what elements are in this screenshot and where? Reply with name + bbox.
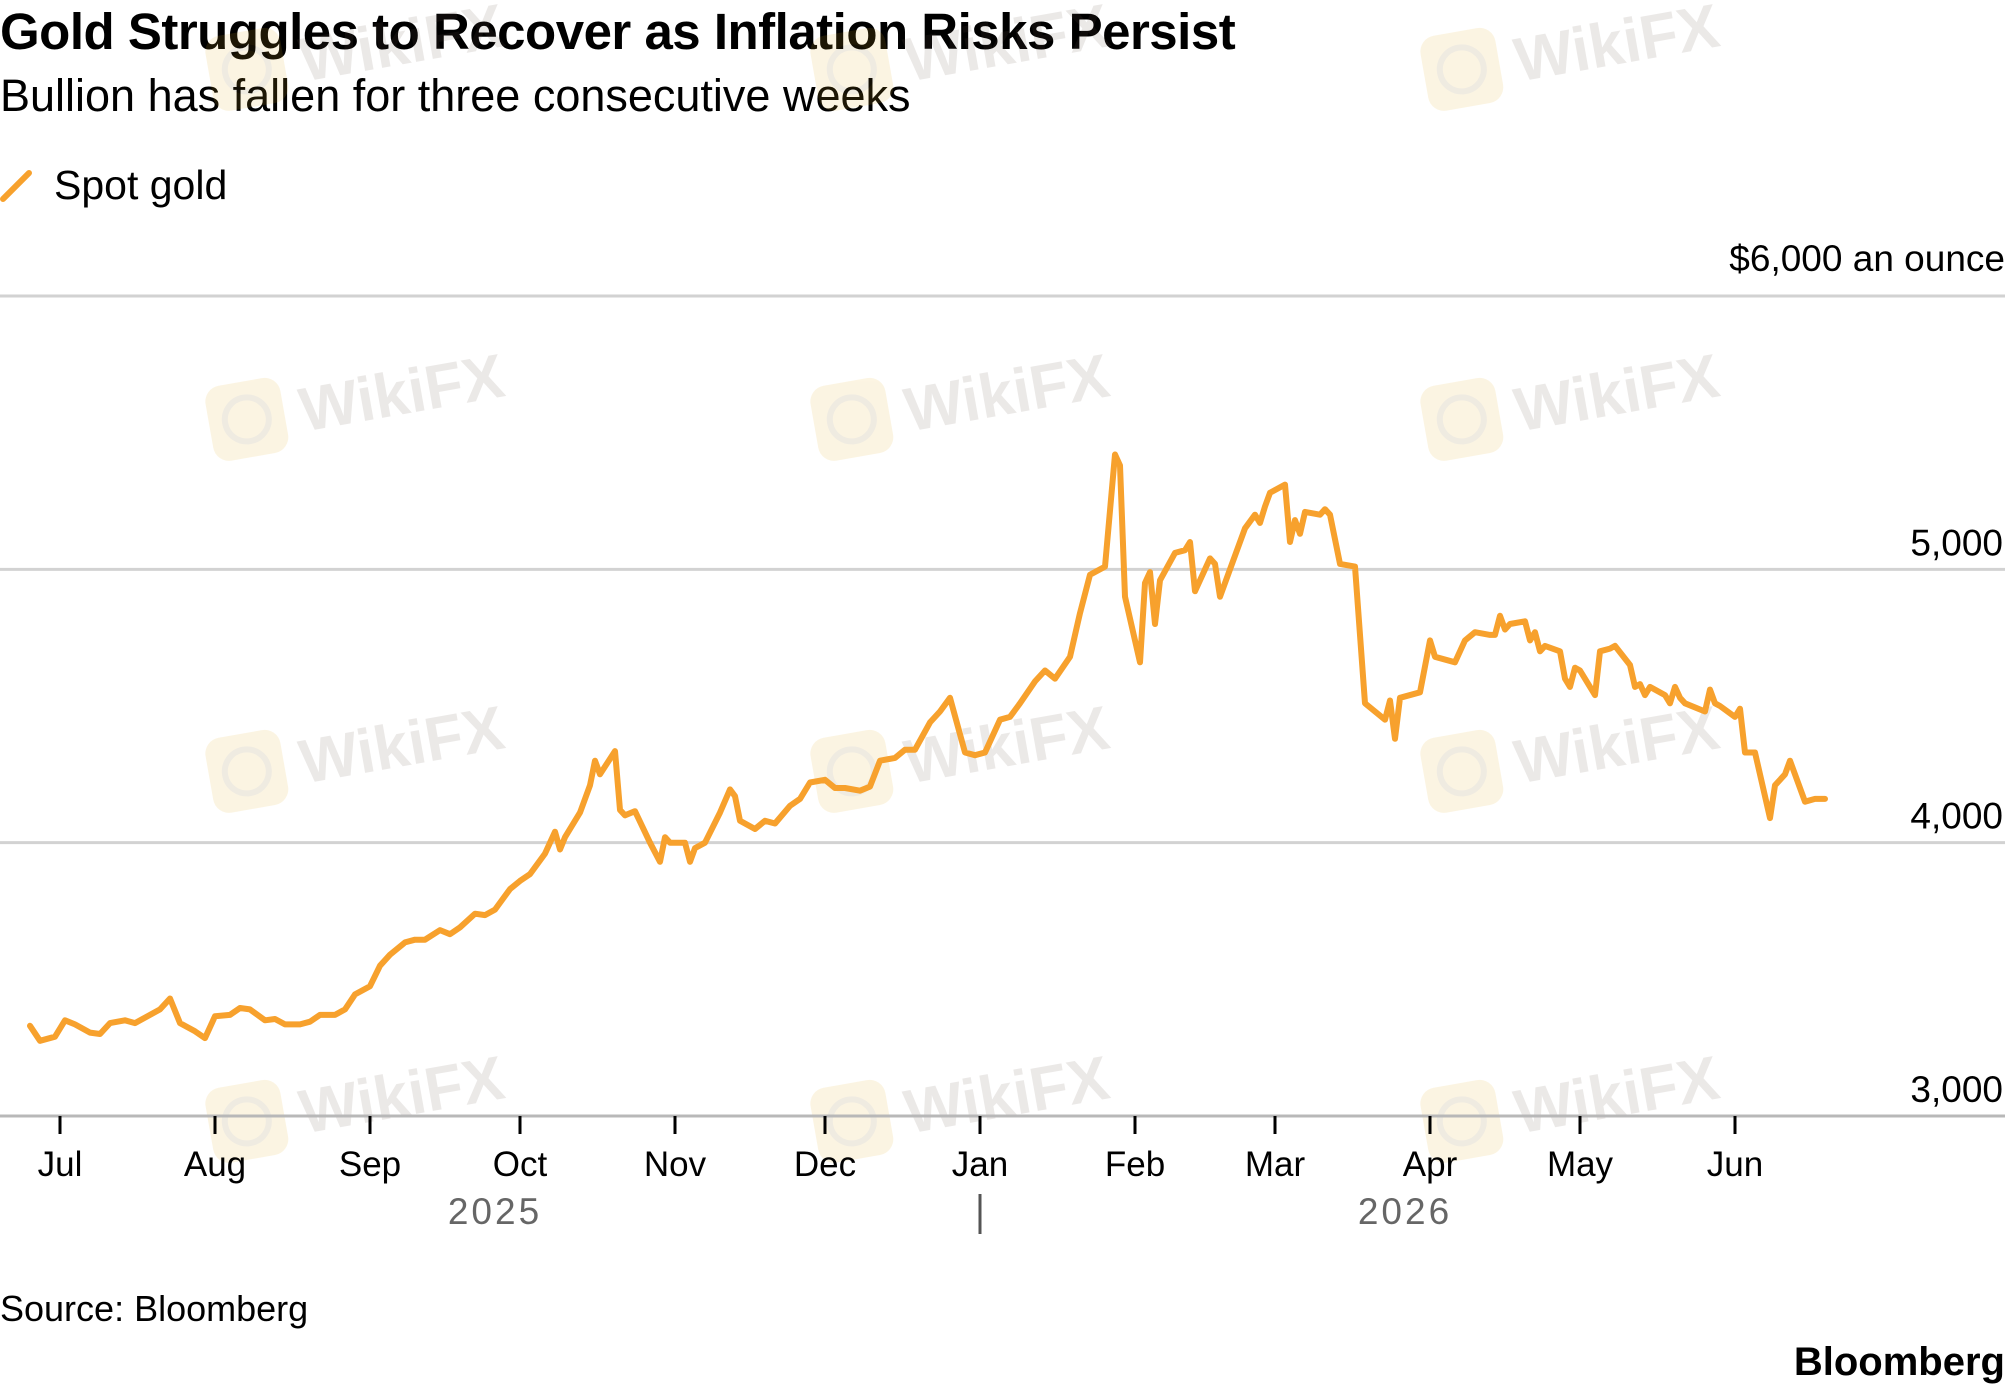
- watermark: WikiFX: [205, 0, 509, 111]
- legend-label: Spot gold: [54, 162, 228, 208]
- x-tick-label: Aug: [184, 1145, 246, 1184]
- source-note: Source: Bloomberg: [0, 1288, 309, 1329]
- watermark: WikiFX: [810, 694, 1114, 813]
- x-tick-label: Oct: [493, 1145, 548, 1184]
- watermark: WikiFX: [810, 0, 1114, 111]
- x-tick-label: Dec: [794, 1145, 856, 1184]
- svg-text:WikiFX: WikiFX: [1509, 1044, 1724, 1148]
- svg-text:WikiFX: WikiFX: [899, 1044, 1114, 1148]
- x-tick-label: Sep: [339, 1145, 401, 1184]
- legend: Spot gold: [0, 162, 227, 209]
- legend-swatch-icon: [0, 169, 32, 202]
- y-tick-label: 3,000: [1910, 1069, 2003, 1110]
- watermark: WikiFX: [1420, 0, 1724, 111]
- brand-logo: Bloomberg: [1793, 1340, 2005, 1384]
- x-tick-label: Jan: [952, 1145, 1008, 1184]
- svg-text:WikiFX: WikiFX: [899, 694, 1114, 798]
- x-tick-label: Jun: [1707, 1145, 1763, 1184]
- y-tick-label: 4,000: [1910, 796, 2003, 837]
- year-label: 2026: [1358, 1191, 1452, 1232]
- svg-text:WikiFX: WikiFX: [294, 1044, 509, 1148]
- x-tick-label: Nov: [644, 1145, 707, 1184]
- y-axis-unit-label: $6,000 an ounce: [1729, 238, 2005, 279]
- watermark: WikiFX: [1420, 342, 1724, 461]
- page-subtitle: Bullion has fallen for three consecutive…: [0, 70, 911, 121]
- watermark: WikiFX: [1420, 694, 1724, 813]
- svg-text:WikiFX: WikiFX: [294, 694, 509, 798]
- watermark: WikiFX: [205, 342, 509, 461]
- year-label: 2025: [448, 1191, 542, 1232]
- x-tick-label: Feb: [1105, 1145, 1165, 1184]
- watermark: WikiFX: [810, 342, 1114, 461]
- svg-text:WikiFX: WikiFX: [294, 0, 509, 95]
- x-tick-label: Mar: [1245, 1145, 1306, 1184]
- page-title: Gold Struggles to Recover as Inflation R…: [0, 3, 1236, 60]
- svg-text:WikiFX: WikiFX: [899, 342, 1114, 446]
- x-tick-label: May: [1547, 1145, 1614, 1184]
- y-tick-label: 5,000: [1910, 522, 2003, 563]
- watermark: WikiFX: [205, 694, 509, 813]
- x-tick-label: Apr: [1403, 1145, 1458, 1184]
- svg-text:WikiFX: WikiFX: [1509, 0, 1724, 95]
- x-tick-label: Jul: [38, 1145, 83, 1184]
- series-line-spot-gold: [27, 451, 1828, 1044]
- svg-text:WikiFX: WikiFX: [1509, 342, 1724, 446]
- svg-text:WikiFX: WikiFX: [899, 0, 1114, 95]
- svg-text:WikiFX: WikiFX: [294, 342, 509, 446]
